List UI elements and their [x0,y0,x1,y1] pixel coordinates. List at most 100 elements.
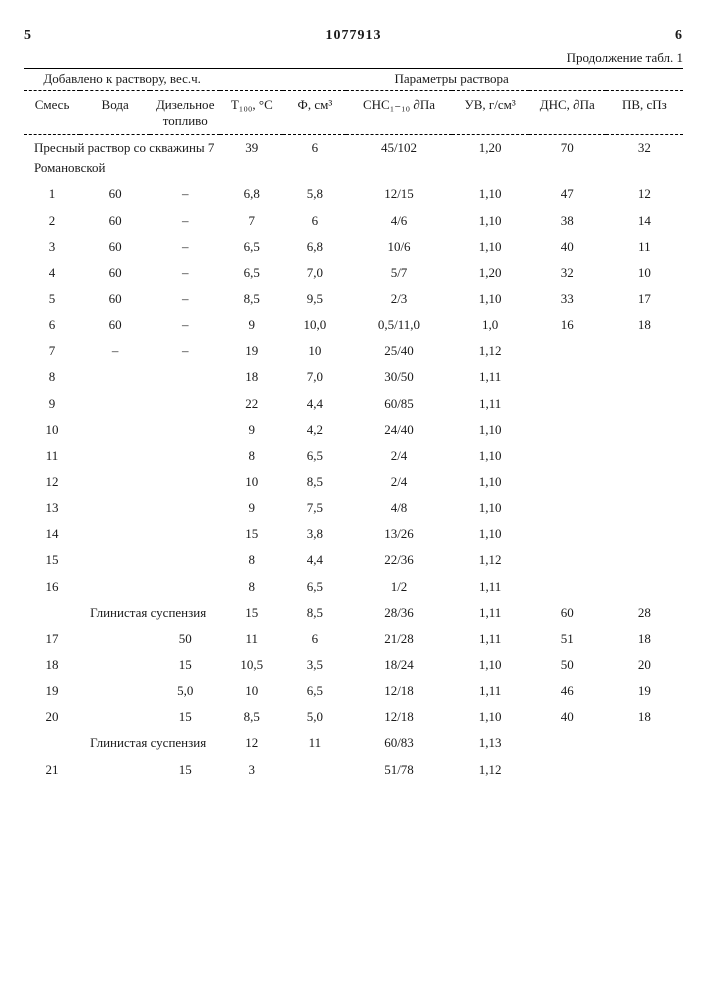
cell-dnc [529,521,606,547]
cell-water: 60 [80,208,150,234]
cell-dnc: 50 [529,652,606,678]
hdr-f: Ф, см³ [283,90,346,134]
cell-water [80,652,150,678]
cell-uv: 1,11 [452,600,529,626]
cell-pv [606,495,683,521]
table-row: 1686,51/21,11 [24,574,683,600]
cell-pv [606,443,683,469]
cell-mix: 7 [24,338,80,364]
cell-mix: 17 [24,626,80,652]
cell-dnc: 32 [529,260,606,286]
cell-mix: 11 [24,443,80,469]
cell-water: 60 [80,260,150,286]
cell-pv [606,417,683,443]
cell-suspension-label: Глинистая суспензия [80,730,220,756]
cell-uv: 1,10 [452,652,529,678]
cell-chc: 2/3 [346,286,451,312]
cell-pv: 18 [606,312,683,338]
cell-f: 4,4 [283,391,346,417]
cell-t: 15 [220,600,283,626]
cell-fuel: – [150,208,220,234]
cell-fuel [150,469,220,495]
cell-mix: 9 [24,391,80,417]
cell-f: 4,4 [283,547,346,573]
cell-chc: 0,5/11,0 [346,312,451,338]
cell-chc: 28/36 [346,600,451,626]
cell-pv: 19 [606,678,683,704]
cell-f: 3,5 [283,652,346,678]
cell-mix: 1 [24,181,80,207]
cell-uv: 1,10 [452,495,529,521]
cell-pv [606,391,683,417]
cell-pv: 20 [606,652,683,678]
table-row: Глинистая суспензия158,528/361,116028 [24,600,683,626]
cell-water [80,443,150,469]
cell-water: 60 [80,181,150,207]
cell-f: 7,0 [283,364,346,390]
cell-t: 18 [220,364,283,390]
cell-t: 39 [220,135,283,182]
cell-t: 22 [220,391,283,417]
cell-t: 10 [220,678,283,704]
hdr-water: Вода [80,90,150,134]
cell-mix [24,730,80,756]
cell-f: 7,0 [283,260,346,286]
cell-t: 8,5 [220,704,283,730]
cell-chc: 30/50 [346,364,451,390]
cell-t: 11 [220,626,283,652]
table-row: 175011621/281,115118 [24,626,683,652]
table-row: 660–910,00,5/11,01,01618 [24,312,683,338]
cell-mix: 18 [24,652,80,678]
cell-f: 9,5 [283,286,346,312]
cell-fuel: – [150,181,220,207]
cell-water [80,757,150,783]
cell-chc: 2/4 [346,443,451,469]
cell-f: 5,0 [283,704,346,730]
cell-chc: 2/4 [346,469,451,495]
cell-pv: 32 [606,135,683,182]
table-row: 1584,422/361,12 [24,547,683,573]
cell-t: 3 [220,757,283,783]
cell-f: 6,5 [283,678,346,704]
cell-f: 6,5 [283,574,346,600]
hdr-pv: ПВ, сПз [606,90,683,134]
cell-water: 60 [80,234,150,260]
cell-mix: 16 [24,574,80,600]
cell-chc: 60/83 [346,730,451,756]
cell-t: 8 [220,443,283,469]
cell-fuel [150,521,220,547]
cell-chc: 12/18 [346,678,451,704]
cell-dnc: 16 [529,312,606,338]
cell-mix: 13 [24,495,80,521]
cell-mix: 8 [24,364,80,390]
cell-water [80,547,150,573]
cell-uv: 1,10 [452,469,529,495]
cell-chc: 45/102 [346,135,451,182]
cell-chc: 13/26 [346,521,451,547]
cell-water [80,391,150,417]
cell-f: 8,5 [283,600,346,626]
cell-chc: 21/28 [346,626,451,652]
table-row: 7––191025/401,12 [24,338,683,364]
cell-pv: 12 [606,181,683,207]
cell-t: 9 [220,495,283,521]
table-row: 181510,53,518/241,105020 [24,652,683,678]
cell-t: 6,8 [220,181,283,207]
cell-mix: 5 [24,286,80,312]
cell-dnc: 51 [529,626,606,652]
cell-pv [606,730,683,756]
cell-dnc: 46 [529,678,606,704]
cell-f: 11 [283,730,346,756]
cell-f: 10,0 [283,312,346,338]
cell-uv: 1,10 [452,181,529,207]
cell-uv: 1,12 [452,338,529,364]
cell-dnc: 47 [529,181,606,207]
table-row: 160–6,85,812/151,104712 [24,181,683,207]
cell-t: 9 [220,312,283,338]
cell-mix: 6 [24,312,80,338]
cell-fuel: – [150,260,220,286]
cell-dnc [529,574,606,600]
cell-fuel: 15 [150,757,220,783]
cell-water [80,417,150,443]
cell-mix-spanner: Пресный раствор со скважины 7 Романовско… [24,135,220,182]
